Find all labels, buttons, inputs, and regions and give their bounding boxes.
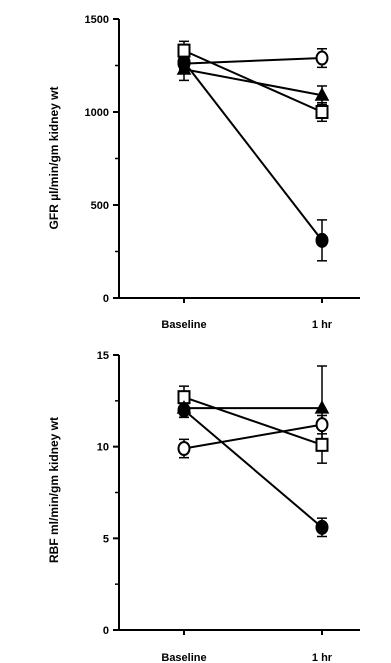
series-line-filled-circle [183,409,323,529]
series-line-open-circle [183,423,323,450]
y-axis-title: GFR µl/min/gm kidney wt [47,87,61,230]
chart-panel-1: 0 500 1000 1500 Baseline 1 hr GFR µl/min/gm ki… [47,14,360,331]
data-point-filled-triangle [176,400,192,414]
data-point-open-square [315,105,329,119]
y-tick-label: 0 [103,625,109,637]
data-point-open-circle [315,417,329,433]
x-tick-label: 1 hr [312,319,333,331]
series-line-filled-triangle [183,68,323,97]
series-line-open-circle [183,57,323,65]
data-point-filled-triangle [314,400,330,414]
data-point-filled-triangle [176,61,192,75]
data-point-filled-circle [315,519,329,535]
data-point-open-circle [315,50,329,66]
data-point-open-square [177,43,191,58]
y-tick-label: 1000 [85,107,109,119]
y-tick-label: 10 [97,442,109,454]
chart-panel-2: 0 5 10 15 Baseline 1 hr RBF ml/min/gm kidney w… [47,350,360,663]
x-tick-label: Baseline [161,319,206,331]
y-tick-label: 5 [103,533,109,545]
data-point-filled-triangle [314,87,330,101]
series-line-open-square [183,396,323,446]
y-tick-label: 500 [91,200,109,212]
data-point-open-circle [177,441,191,456]
y-tick-label: 0 [103,293,109,305]
x-tick-label: Baseline [161,652,206,663]
x-tick-label: 1 hr [312,652,333,663]
series-line-filled-circle [183,61,323,241]
data-point-filled-circle [315,232,329,248]
y-tick-label: 15 [97,350,109,362]
data-point-open-square [315,437,329,452]
y-tick-label: 1500 [85,14,109,26]
y-axis-title: RBF ml/min/gm kidney wt [47,417,61,563]
